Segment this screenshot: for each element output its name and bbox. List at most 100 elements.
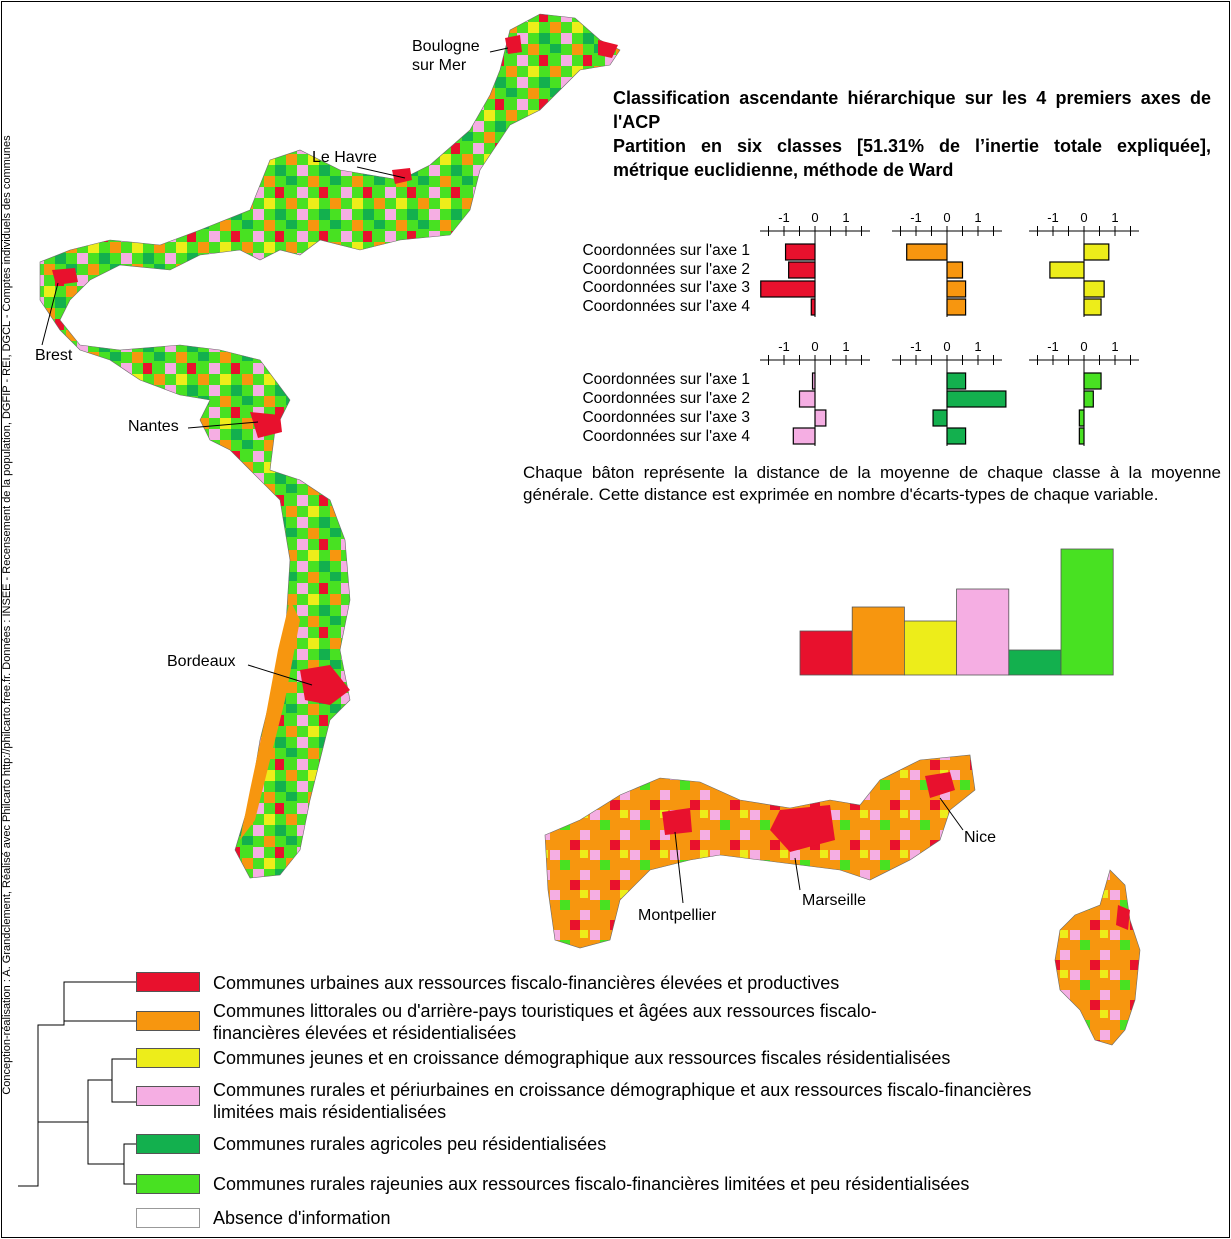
map-title: Classification ascendante hiérarchique s… [613, 86, 1211, 182]
legend-text-no-data: Absence d'information [213, 1208, 391, 1228]
profile-tick-label: -1 [910, 210, 922, 225]
atlantic-channel-region [39, 13, 621, 879]
profile-bar-class-3-axis-1 [1083, 243, 1110, 261]
corsica-urban-cluster [1116, 905, 1130, 930]
axis-label-bottom-4: Coordonnées sur l'axe 4 [582, 428, 750, 445]
profile-tick-label: -1 [1047, 339, 1059, 354]
boulogne-leader-line [489, 47, 509, 53]
profile-bar-class-4-axis-1 [811, 372, 816, 390]
profile-chart-class-6: -1 0 1 [1029, 339, 1139, 446]
axis-label-bottom-3: Coordonnées sur l'axe 3 [582, 409, 750, 426]
city-label-brest: Brest [35, 347, 73, 364]
profile-tick-label: -1 [778, 339, 790, 354]
profile-bar-class-2-axis-4 [946, 298, 967, 316]
profile-bar-class-3-axis-2 [1049, 261, 1085, 279]
axis-label-top-2: Coordonnées sur l'axe 2 [582, 261, 750, 278]
profile-bar-class-3-axis-3 [1083, 280, 1105, 298]
profile-bar-class-5-axis-2 [946, 390, 1007, 408]
axis-label-top-3: Coordonnées sur l'axe 3 [582, 279, 750, 296]
legend-text-class-3: Communes jeunes et en croissance démogra… [213, 1048, 951, 1068]
brest-leader-line [41, 282, 59, 346]
profile-bar-class-1-axis-4 [810, 298, 816, 316]
legend-text-class-1: Communes urbaines aux ressources fiscalo… [213, 973, 840, 993]
marseille-urban-cluster [770, 805, 835, 852]
profile-bar-class-4-axis-3 [814, 409, 827, 427]
note-text: Chaque bâton représente la distance de l… [523, 463, 1221, 504]
profile-tick-label: 0 [1080, 339, 1087, 354]
dendro-branch-1-2 [63, 981, 136, 1022]
axis-label-bottom-1: Coordonnées sur l'axe 1 [582, 371, 750, 388]
legend-text-class-5: Communes rurales agricoles peu résidenti… [213, 1134, 607, 1154]
profile-bar-class-1-axis-2 [788, 261, 816, 279]
city-label-le-havre: Le Havre [312, 149, 377, 166]
title-line-1: Classification ascendante hiérarchique s… [613, 88, 1211, 132]
profile-tick-label: 1 [1111, 339, 1118, 354]
profile-bar-class-5-axis-4 [946, 427, 967, 445]
profile-chart-class-5: -1 0 1 [892, 339, 1007, 446]
axis-label-top-1: Coordonnées sur l'axe 1 [582, 242, 750, 259]
legend-swatch-class-3 [136, 1048, 200, 1068]
havre-urban-cluster [392, 168, 412, 184]
profile-tick-label: 0 [943, 339, 950, 354]
profile-tick-label: -1 [1047, 210, 1059, 225]
axis-label-top-4: Coordonnées sur l'axe 4 [582, 298, 750, 315]
profile-bar-class-2-axis-3 [946, 280, 967, 298]
dendro-branch-34-56 [87, 1079, 124, 1165]
le-havre-leader-line [356, 166, 406, 179]
gironde-urban-cluster [300, 665, 350, 705]
city-label-nantes: Nantes [128, 418, 179, 435]
dendro-branch-5-6 [123, 1143, 136, 1185]
profile-tick-label: -1 [910, 339, 922, 354]
profile-bar-class-6-axis-4 [1078, 427, 1085, 445]
dunkerque-urban-cluster [598, 40, 618, 58]
landes-coast-strip [240, 600, 300, 840]
profile-chart-class-1: -1 0 1 [760, 210, 870, 317]
nantes-urban-cluster [250, 412, 282, 438]
marseille-leader-line [794, 857, 801, 891]
profile-bar-class-2-axis-1 [906, 243, 948, 261]
legend-text-class-4: Communes rurales et périurbaines en croi… [213, 1080, 1032, 1122]
dendro-branch-12-rest [18, 1001, 88, 1187]
chart-explanation-note: Chaque bâton représente la distance de l… [523, 462, 1221, 506]
city-label-marseille: Marseille [802, 892, 867, 909]
class-size-bar-4 [956, 588, 1010, 676]
boulogne-urban-cluster [505, 35, 522, 54]
legend-swatch-class-2 [136, 1011, 200, 1031]
dendro-branch-3-4 [111, 1058, 136, 1103]
profile-tick-label: 0 [811, 339, 818, 354]
profile-bar-class-1-axis-1 [784, 243, 816, 261]
profile-bar-class-5-axis-3 [932, 409, 948, 427]
city-label-montpellier: Montpellier [638, 907, 717, 924]
profile-chart-class-2: -1 0 1 [892, 210, 1002, 317]
profile-bar-class-5-axis-1 [946, 372, 967, 390]
profile-tick-label: 0 [1080, 210, 1087, 225]
nice-leader-line [939, 797, 964, 831]
nantes-leader-line [187, 421, 259, 429]
profile-tick-label: 0 [811, 210, 818, 225]
profile-bar-class-3-axis-4 [1083, 298, 1102, 316]
profile-tick-label: -1 [778, 210, 790, 225]
city-label-boulogne: Boulogne sur Mer [412, 38, 480, 74]
legend-text-class-2: Communes littorales ou d'arrière-pays to… [213, 1001, 877, 1043]
profile-tick-label: 1 [1111, 210, 1118, 225]
montpellier-urban-cluster [662, 808, 692, 835]
mediterranean-region [544, 754, 976, 949]
title-line-2: Partition en six classes [51.31% de l’in… [613, 136, 1211, 180]
legend-swatch-class-6 [136, 1174, 200, 1194]
brest-urban-cluster [52, 268, 78, 285]
profile-tick-label: 1 [974, 339, 981, 354]
city-label-bordeaux: Bordeaux [167, 653, 236, 670]
bordeaux-leader-line [247, 664, 313, 686]
city-label-nice: Nice [964, 829, 997, 846]
profile-chart-class-3: -1 0 1 [1029, 210, 1139, 317]
legend-swatch-class-4 [136, 1086, 200, 1106]
profile-tick-label: 0 [943, 210, 950, 225]
profile-bar-class-6-axis-1 [1083, 372, 1102, 390]
profile-bar-class-6-axis-2 [1083, 390, 1094, 408]
legend-swatch-class-1 [136, 972, 200, 992]
